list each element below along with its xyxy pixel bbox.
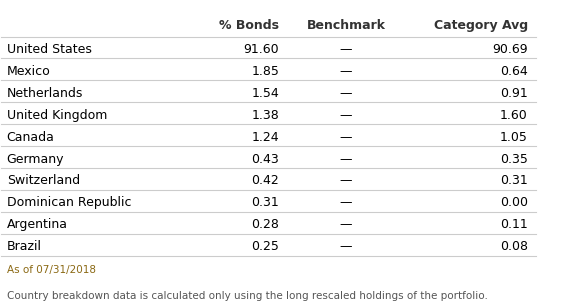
Text: 91.60: 91.60 (244, 43, 279, 56)
Text: Germany: Germany (7, 153, 65, 166)
Text: 1.60: 1.60 (500, 109, 528, 122)
Text: United Kingdom: United Kingdom (7, 109, 107, 122)
Text: 0.00: 0.00 (499, 196, 528, 209)
Text: —: — (340, 65, 353, 78)
Text: 0.35: 0.35 (500, 153, 528, 166)
Text: 1.54: 1.54 (252, 87, 279, 100)
Text: Benchmark: Benchmark (306, 19, 385, 32)
Text: —: — (340, 87, 353, 100)
Text: % Bonds: % Bonds (219, 19, 279, 32)
Text: 0.28: 0.28 (251, 218, 279, 231)
Text: 0.91: 0.91 (500, 87, 528, 100)
Text: 0.42: 0.42 (252, 174, 279, 188)
Text: Country breakdown data is calculated only using the long rescaled holdings of th: Country breakdown data is calculated onl… (7, 291, 488, 301)
Text: —: — (340, 131, 353, 143)
Text: Switzerland: Switzerland (7, 174, 80, 188)
Text: Mexico: Mexico (7, 65, 51, 78)
Text: 1.38: 1.38 (252, 109, 279, 122)
Text: 1.85: 1.85 (251, 65, 279, 78)
Text: —: — (340, 240, 353, 253)
Text: Canada: Canada (7, 131, 55, 143)
Text: As of 07/31/2018: As of 07/31/2018 (7, 264, 96, 275)
Text: Netherlands: Netherlands (7, 87, 83, 100)
Text: 0.11: 0.11 (500, 218, 528, 231)
Text: —: — (340, 153, 353, 166)
Text: —: — (340, 174, 353, 188)
Text: 90.69: 90.69 (492, 43, 528, 56)
Text: 0.43: 0.43 (252, 153, 279, 166)
Text: —: — (340, 109, 353, 122)
Text: —: — (340, 218, 353, 231)
Text: 0.64: 0.64 (500, 65, 528, 78)
Text: 1.24: 1.24 (252, 131, 279, 143)
Text: Brazil: Brazil (7, 240, 41, 253)
Text: Dominican Republic: Dominican Republic (7, 196, 131, 209)
Text: 0.31: 0.31 (500, 174, 528, 188)
Text: 1.05: 1.05 (500, 131, 528, 143)
Text: —: — (340, 196, 353, 209)
Text: 0.25: 0.25 (251, 240, 279, 253)
Text: 0.31: 0.31 (252, 196, 279, 209)
Text: Argentina: Argentina (7, 218, 68, 231)
Text: United States: United States (7, 43, 92, 56)
Text: —: — (340, 43, 353, 56)
Text: Category Avg: Category Avg (434, 19, 528, 32)
Text: 0.08: 0.08 (499, 240, 528, 253)
